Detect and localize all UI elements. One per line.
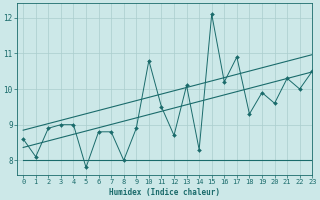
- X-axis label: Humidex (Indice chaleur): Humidex (Indice chaleur): [109, 188, 220, 197]
